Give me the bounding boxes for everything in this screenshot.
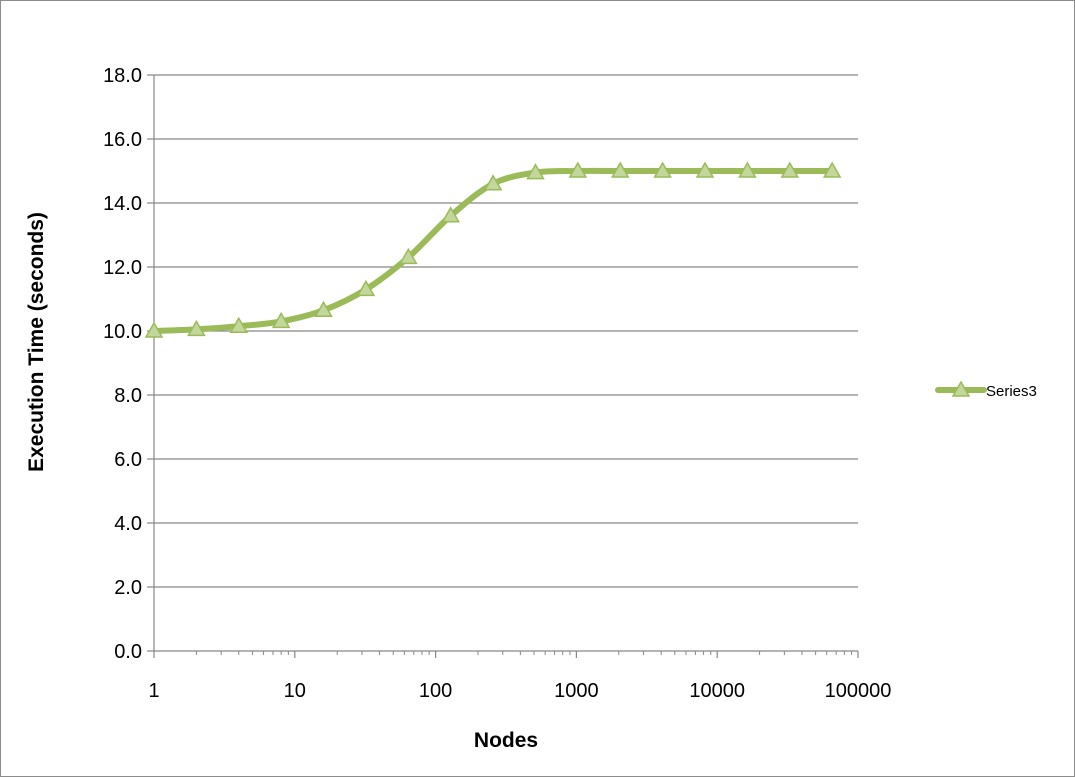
x-tick-label-3: 1000 [554, 680, 599, 702]
x-tick-label-0: 1 [148, 680, 159, 702]
data-point-0-16 [822, 161, 842, 178]
y-tick-label-6: 12.0 [103, 257, 142, 279]
x-tick-label-5: 100000 [825, 680, 892, 702]
data-point-0-13 [695, 161, 715, 178]
data-point-0-3 [271, 311, 291, 329]
x-tick-label-1: 10 [284, 680, 306, 702]
data-point-0-10 [568, 161, 588, 178]
y-axis-title: Execution Time (seconds) [25, 212, 48, 472]
data-point-0-15 [780, 161, 800, 178]
y-tick-label-1: 2.0 [114, 577, 142, 599]
x-axis-title: Nodes [474, 729, 538, 752]
gridlines [154, 74, 858, 588]
y-tick-label-8: 16.0 [103, 129, 142, 151]
data-point-0-9 [526, 163, 545, 180]
data-point-0-5 [356, 279, 376, 297]
legend-label-series3: Series3 [986, 383, 1037, 400]
data-point-0-11 [610, 161, 630, 178]
data-point-0-7 [441, 206, 460, 223]
data-point-0-14 [738, 161, 757, 178]
y-tick-labels: 0.0 2.0 4.0 6.0 8.0 10.0 12.0 14.0 16.0 18.0 [103, 65, 142, 663]
data-point-0-4 [314, 300, 333, 317]
data-point-0-2 [229, 316, 249, 333]
data-point-0-0 [144, 321, 164, 338]
series-line-0 [151, 167, 836, 334]
y-tick-label-4: 8.0 [114, 385, 142, 407]
legend-marker [951, 380, 971, 397]
y-tick-label-7: 14.0 [103, 193, 142, 215]
legend: Series3 [935, 380, 1037, 400]
data-point-0-6 [399, 247, 418, 265]
x-tick-labels: 1 10 100 1000 10000 100000 [148, 680, 891, 702]
data-point-0-8 [483, 174, 503, 191]
data-point-0-1 [187, 319, 206, 337]
x-tick-label-2: 100 [419, 680, 452, 702]
series-layer [144, 161, 842, 338]
y-tick-label-5: 10.0 [103, 321, 142, 343]
axes [147, 74, 859, 658]
y-tick-label-3: 6.0 [114, 449, 142, 471]
data-point-0-12 [653, 161, 672, 178]
y-tick-label-2: 4.0 [114, 513, 142, 535]
x-tick-label-4: 10000 [689, 680, 745, 702]
y-tick-label-0: 0.0 [114, 641, 142, 663]
y-tick-label-9: 18.0 [103, 65, 142, 87]
